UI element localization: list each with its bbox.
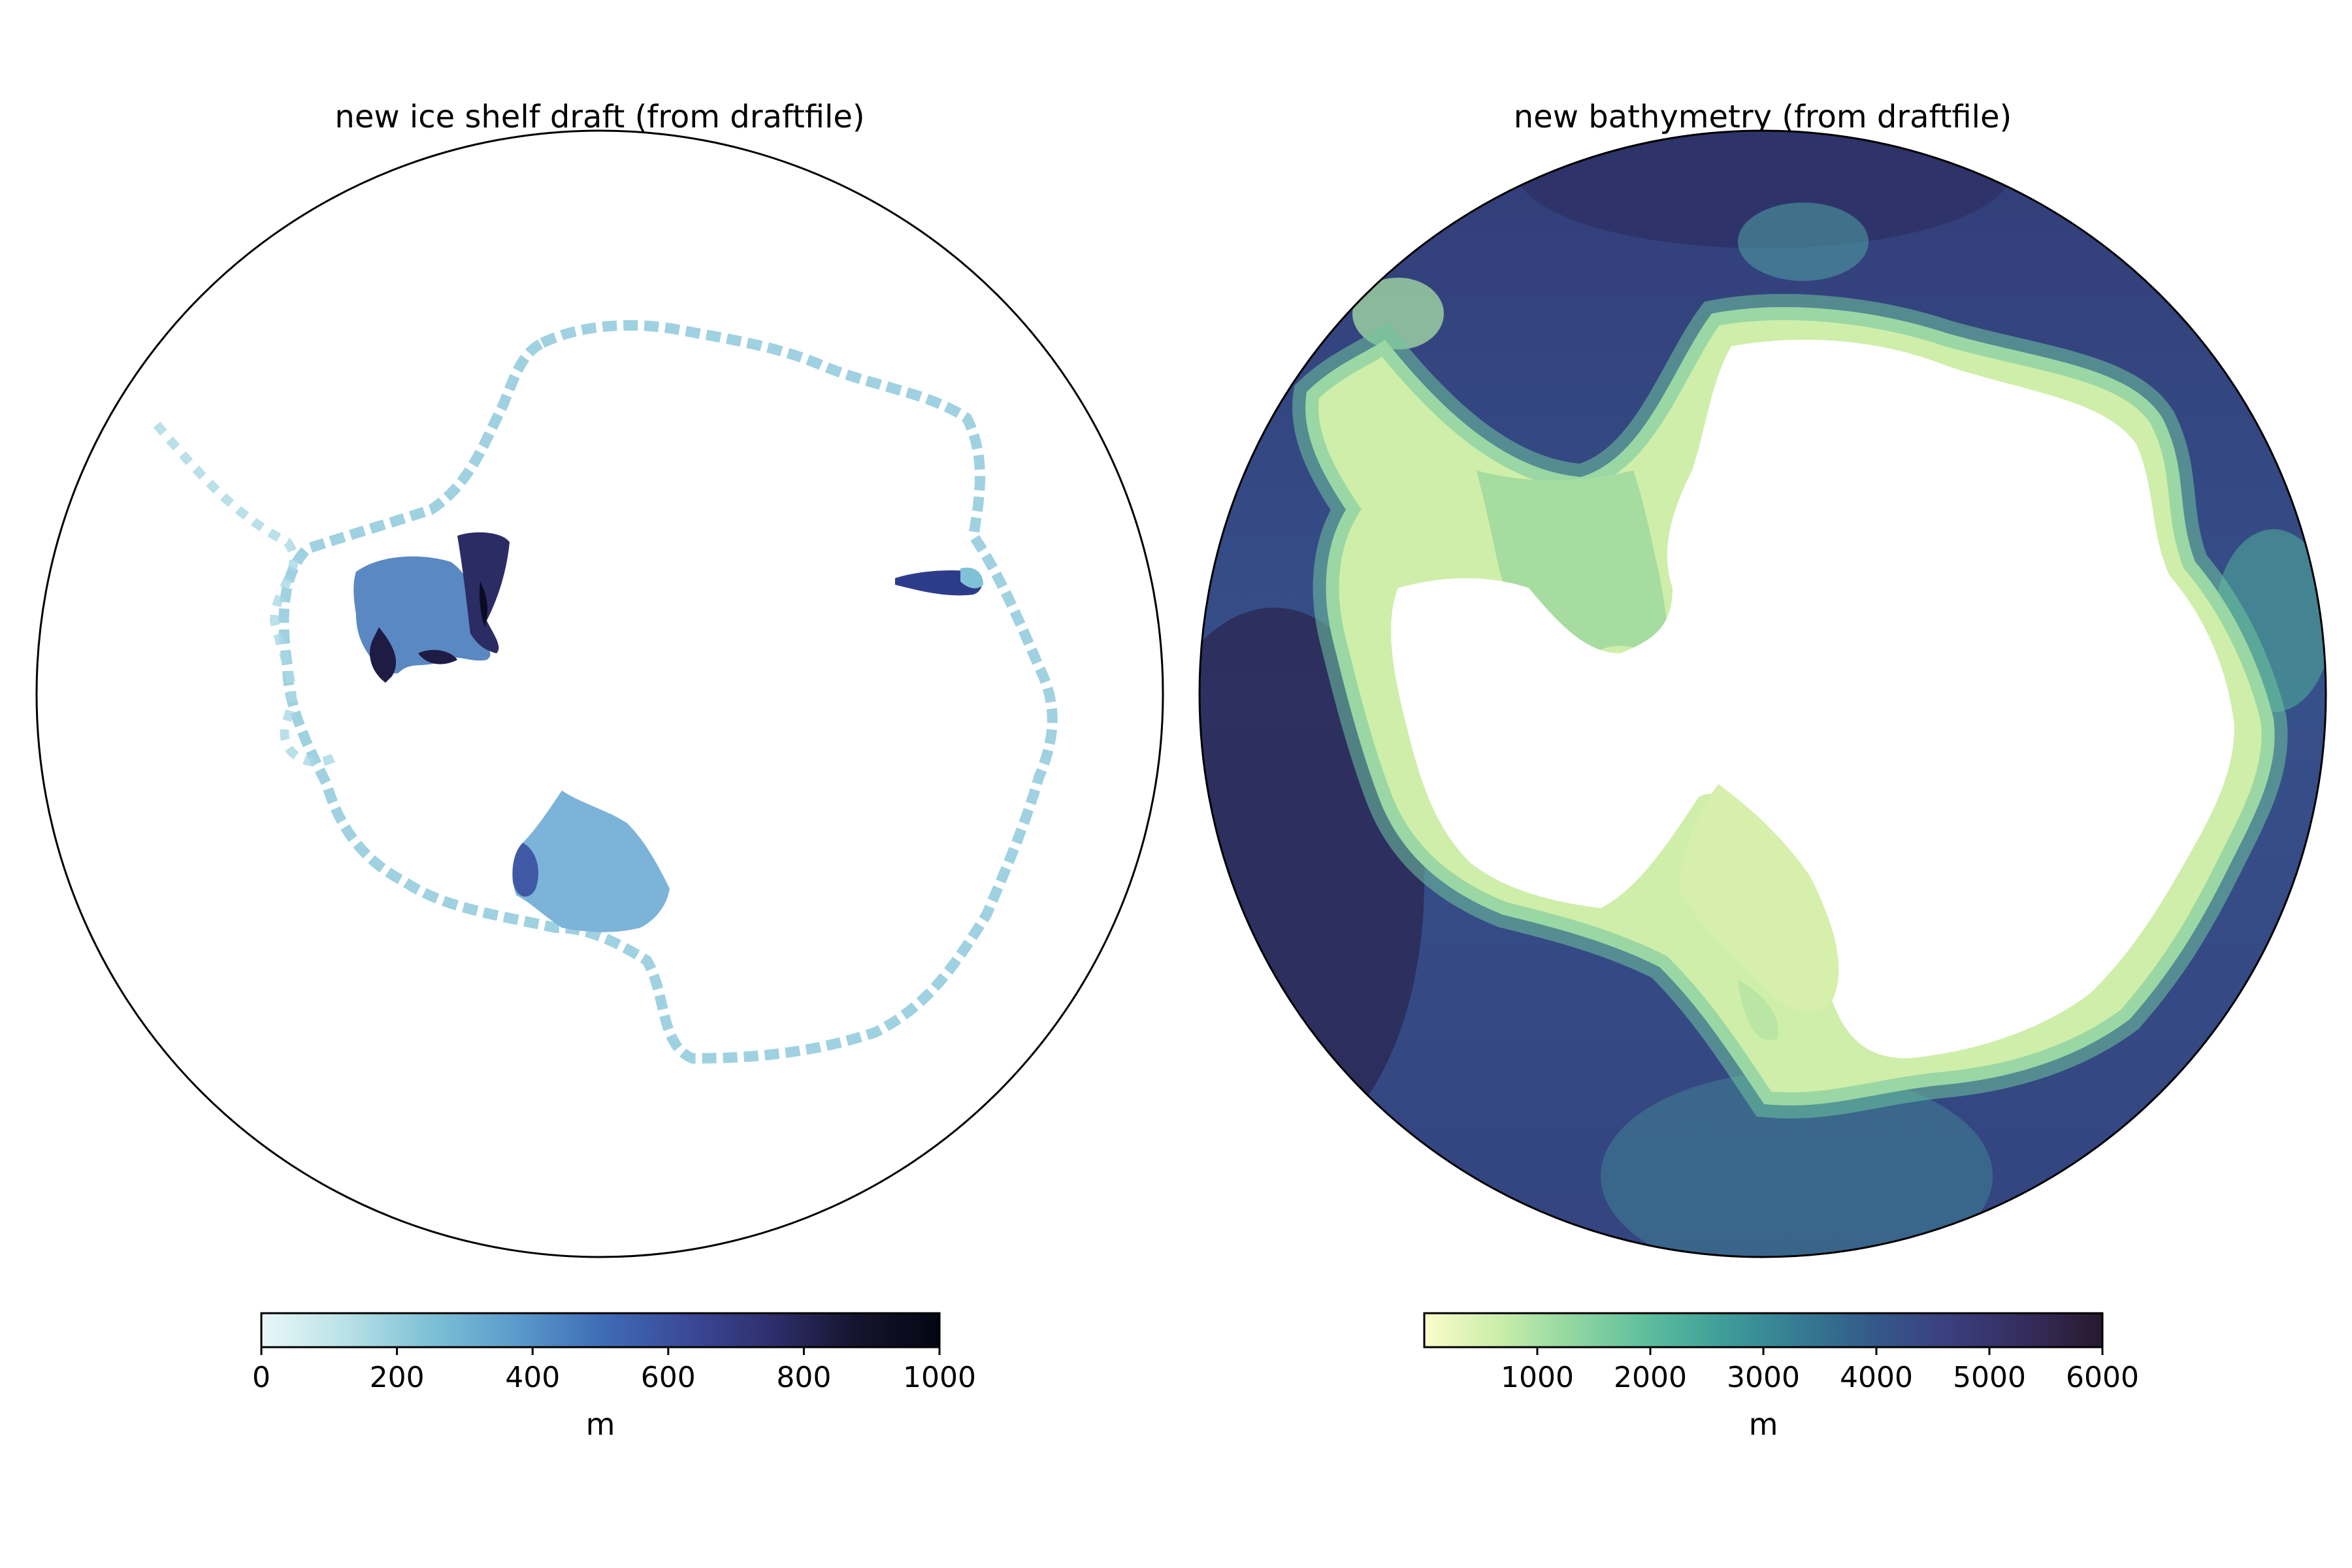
ice-draft-panel: new ice shelf draft (from draftfile) 0 20… xyxy=(37,99,1163,1442)
ice-draft-map xyxy=(37,131,1163,1257)
plateau-north xyxy=(1738,203,1869,281)
colorbar-tick-label: 3000 xyxy=(1727,1361,1800,1394)
colorbar-tick-label: 4000 xyxy=(1840,1361,1913,1394)
ice-draft-colorbar-label: m xyxy=(586,1407,615,1442)
bathymetry-colorbar-gradient xyxy=(1424,1313,2102,1347)
colorbar-tick-label: 1000 xyxy=(903,1361,976,1394)
colorbar-tick-label: 5000 xyxy=(1953,1361,2026,1394)
ice-draft-colorbar-ticks: 0 200 400 600 800 1000 xyxy=(252,1347,976,1394)
colorbar-tick-label: 800 xyxy=(776,1361,831,1394)
bathymetry-panel: new bathymetry (from draftfile) xyxy=(1124,91,2332,1442)
bathymetry-colorbar-ticks: 1000 2000 3000 4000 5000 6000 xyxy=(1501,1347,2139,1394)
colorbar-tick-label: 6000 xyxy=(2066,1361,2139,1394)
bathymetry-colorbar: 1000 2000 3000 4000 5000 6000 m xyxy=(1424,1313,2139,1442)
colorbar-tick-label: 400 xyxy=(505,1361,560,1394)
ice-draft-colorbar-gradient xyxy=(261,1313,939,1347)
colorbar-tick-label: 2000 xyxy=(1614,1361,1687,1394)
colorbar-tick-label: 0 xyxy=(252,1361,270,1394)
colorbar-tick-label: 1000 xyxy=(1501,1361,1574,1394)
colorbar-tick-label: 200 xyxy=(370,1361,425,1394)
colorbar-tick-label: 600 xyxy=(641,1361,696,1394)
bathymetry-colorbar-label: m xyxy=(1749,1407,1778,1442)
ice-draft-colorbar: 0 200 400 600 800 1000 m xyxy=(252,1313,976,1442)
